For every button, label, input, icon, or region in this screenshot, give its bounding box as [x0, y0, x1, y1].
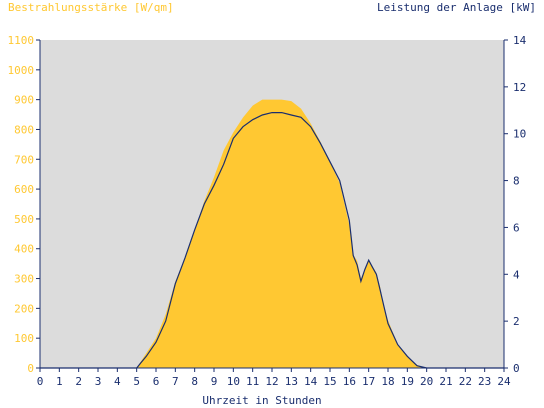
- x-tick-label: 7: [172, 375, 179, 388]
- left-tick-label: 1000: [8, 64, 35, 77]
- right-tick-label: 6: [513, 221, 520, 234]
- right-axis-title: Leistung der Anlage [kW]: [377, 1, 536, 14]
- x-tick-label: 16: [343, 375, 356, 388]
- power-line-layer: [40, 111, 504, 369]
- x-tick-label: 1: [56, 375, 63, 388]
- power-line: [40, 111, 504, 369]
- left-axis-title: Bestrahlungsstärke [W/qm]: [8, 1, 174, 14]
- x-tick-label: 4: [114, 375, 121, 388]
- x-tick-label: 12: [265, 375, 278, 388]
- right-tick-label: 0: [513, 362, 520, 375]
- x-tick-label: 5: [133, 375, 140, 388]
- x-tick-label: 13: [285, 375, 298, 388]
- x-tick-label: 11: [246, 375, 259, 388]
- x-tick-label: 19: [401, 375, 414, 388]
- left-tick-label: 900: [14, 94, 34, 107]
- x-tick-label: 20: [420, 375, 433, 388]
- x-tick-label: 10: [227, 375, 240, 388]
- x-tick-label: 24: [497, 375, 511, 388]
- right-tick-label: 2: [513, 315, 520, 328]
- left-tick-label: 400: [14, 243, 34, 256]
- x-tick-label: 21: [439, 375, 452, 388]
- irradiance-area-layer: [40, 99, 504, 368]
- x-tick-label: 23: [478, 375, 491, 388]
- left-tick-label: 0: [27, 362, 34, 375]
- left-tick-label: 300: [14, 273, 34, 286]
- x-tick-label: 18: [381, 375, 394, 388]
- x-tick-label: 0: [37, 375, 44, 388]
- x-tick-label: 3: [95, 375, 102, 388]
- right-tick-label: 4: [513, 268, 520, 281]
- right-tick-label: 12: [513, 81, 526, 94]
- right-tick-label: 10: [513, 128, 526, 141]
- right-axis-ticks: 0 2 4 6 8 10 12 14: [504, 34, 527, 375]
- left-tick-label: 600: [14, 183, 34, 196]
- x-tick-label: 2: [75, 375, 82, 388]
- x-tick-label: 22: [459, 375, 472, 388]
- irradiance-area: [40, 99, 504, 368]
- x-tick-label: 17: [362, 375, 375, 388]
- left-tick-label: 700: [14, 153, 34, 166]
- left-tick-label: 200: [14, 302, 34, 315]
- right-tick-label: 8: [513, 175, 520, 188]
- x-tick-label: 14: [304, 375, 318, 388]
- right-tick-label: 14: [513, 34, 527, 47]
- left-axis-ticks: 0 100 200 300 400 500 600 700 800 900 1000 1100: [8, 34, 40, 375]
- x-tick-label: 8: [191, 375, 198, 388]
- left-tick-label: 100: [14, 332, 34, 345]
- x-axis-title: Uhrzeit in Stunden: [202, 394, 321, 407]
- x-tick-label: 9: [211, 375, 218, 388]
- left-tick-label: 1100: [8, 34, 35, 47]
- x-tick-label: 15: [323, 375, 336, 388]
- left-tick-label: 800: [14, 123, 34, 136]
- x-axis-ticks: 0 1 2 3 4 5 6 7 8 9 10 11 12 13 14 15 16 17 18 19 20 21 22 23 24: [37, 368, 511, 388]
- left-tick-label: 500: [14, 213, 34, 226]
- x-tick-label: 6: [153, 375, 160, 388]
